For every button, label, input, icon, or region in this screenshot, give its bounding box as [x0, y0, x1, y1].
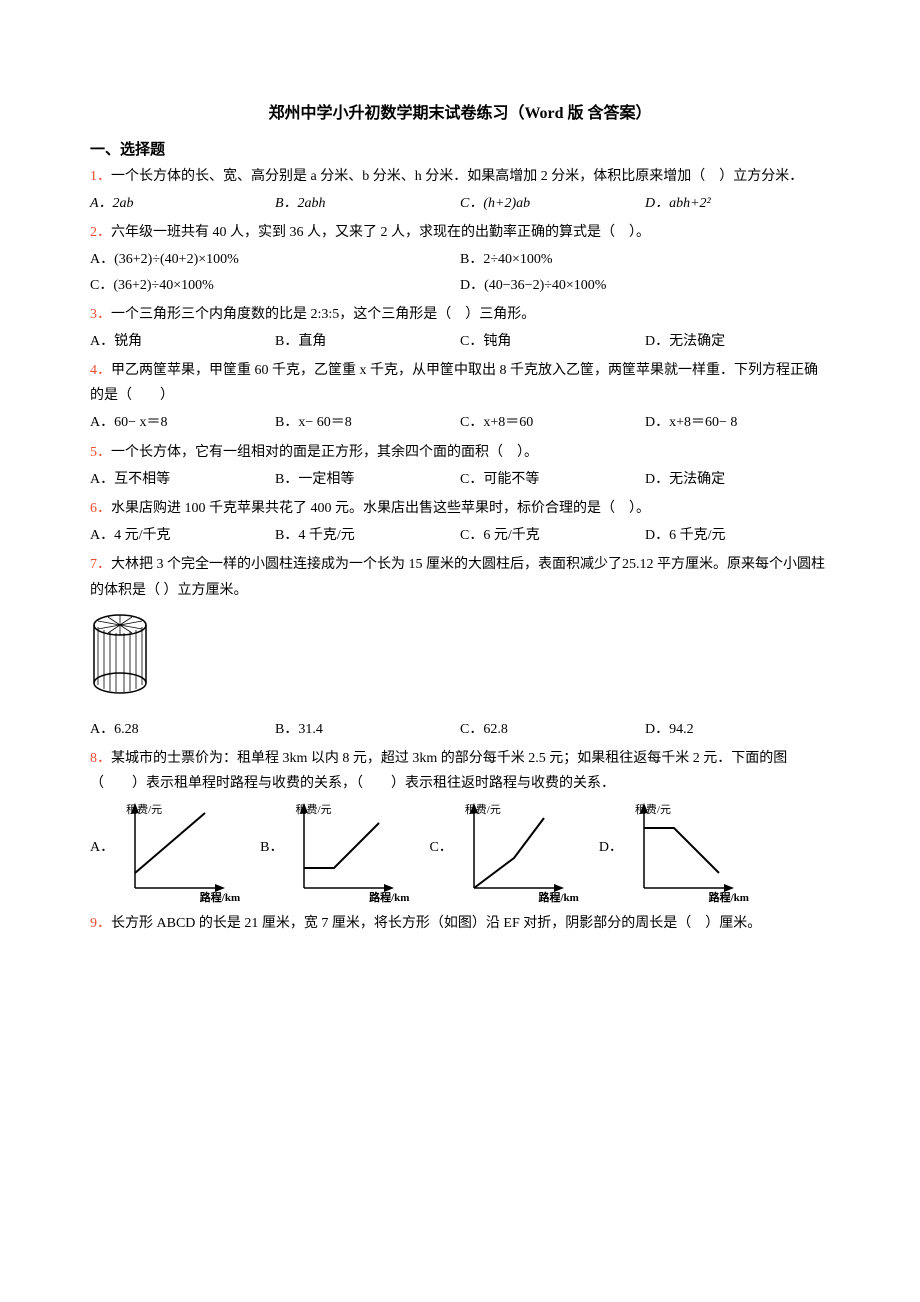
q8-graph-b: B． 租费/元 路程/km	[260, 803, 429, 893]
q6-text: 水果店购进 100 千克苹果共花了 400 元。水果店出售这些苹果时，标价合理的…	[111, 501, 650, 516]
q2-opt-d: D．(40−36−2)÷40×100%	[460, 273, 830, 298]
q6-opt-d: D．6 千克/元	[645, 523, 830, 548]
q4-opt-a: A．60− x＝8	[90, 410, 275, 435]
question-8: 8．某城市的士票价为：租单程 3km 以内 8 元，超过 3km 的部分每千米 …	[90, 746, 830, 892]
q4-options: A．60− x＝8 B．x− 60＝8 C．x+8＝60 D．x+8＝60− 8	[90, 410, 830, 435]
q2-opt-c: C．(36+2)÷40×100%	[90, 273, 460, 298]
q3-options: A．锐角 B．直角 C．钝角 D．无法确定	[90, 329, 830, 354]
axis-x-label: 路程/km	[709, 889, 749, 909]
q8-graph-d: D． 租费/元 路程/km	[599, 803, 769, 893]
q7-opt-b: B．31.4	[275, 717, 460, 742]
q3-opt-a: A．锐角	[90, 329, 275, 354]
q8-opt-a: A．	[90, 835, 114, 860]
q4-opt-d: D．x+8＝60− 8	[645, 410, 830, 435]
q3-opt-b: B．直角	[275, 329, 460, 354]
q2-num: 2．	[90, 225, 111, 240]
q1-opt-c: C．(h+2)ab	[460, 191, 645, 216]
axis-x-label: 路程/km	[200, 889, 240, 909]
question-7: 7．大林把 3 个完全一样的小圆柱连接成为一个长为 15 厘米的大圆柱后，表面积…	[90, 552, 830, 742]
axis-x-label: 路程/km	[369, 889, 409, 909]
question-9: 9．长方形 ABCD 的长是 21 厘米，宽 7 厘米，将长方形（如图）沿 EF…	[90, 911, 830, 936]
axis-y-label: 租费/元	[635, 801, 671, 821]
question-6: 6．水果店购进 100 千克苹果共花了 400 元。水果店出售这些苹果时，标价合…	[90, 496, 830, 548]
q8-opt-b: B．	[260, 835, 283, 860]
question-1: 1．一个长方体的长、宽、高分别是 a 分米、b 分米、h 分米．如果高增加 2 …	[90, 164, 830, 216]
q1-options: A．2ab B．2abh C．(h+2)ab D．abh+2²	[90, 191, 830, 216]
axis-y-label: 租费/元	[126, 801, 162, 821]
q7-text: 大林把 3 个完全一样的小圆柱连接成为一个长为 15 厘米的大圆柱后，表面积减少…	[90, 557, 825, 597]
axis-y-label: 租费/元	[295, 801, 331, 821]
q6-num: 6．	[90, 501, 111, 516]
q1-num: 1．	[90, 169, 111, 184]
q7-options: A．6.28 B．31.4 C．62.8 D．94.2	[90, 717, 830, 742]
q1-opt-b: B．2abh	[275, 191, 460, 216]
q2-opt-b: B．2÷40×100%	[460, 247, 830, 272]
q3-text: 一个三角形三个内角度数的比是 2:3:5，这个三角形是（ ）三角形。	[111, 307, 535, 322]
question-4: 4．甲乙两筐苹果，甲筐重 60 千克，乙筐重 x 千克，从甲筐中取出 8 千克放…	[90, 358, 830, 436]
q7-opt-a: A．6.28	[90, 717, 275, 742]
q7-opt-c: C．62.8	[460, 717, 645, 742]
q5-options: A．互不相等 B．一定相等 C．可能不等 D．无法确定	[90, 467, 830, 492]
q5-opt-d: D．无法确定	[645, 467, 830, 492]
q3-num: 3．	[90, 307, 111, 322]
q5-opt-b: B．一定相等	[275, 467, 460, 492]
question-5: 5．一个长方体，它有一组相对的面是正方形，其余四个面的面积（ ）。 A．互不相等…	[90, 440, 830, 492]
q8-opt-c: C．	[429, 835, 452, 860]
q2-options: A．(36+2)÷(40+2)×100% B．2÷40×100% C．(36+2…	[90, 247, 830, 297]
q9-text: 长方形 ABCD 的长是 21 厘米，宽 7 厘米，将长方形（如图）沿 EF 对…	[111, 916, 761, 931]
q1-opt-a: A．2ab	[90, 191, 275, 216]
q8-opt-d: D．	[599, 835, 623, 860]
q5-text: 一个长方体，它有一组相对的面是正方形，其余四个面的面积（ ）。	[111, 445, 538, 460]
q9-num: 9．	[90, 916, 111, 931]
q6-opt-c: C．6 元/千克	[460, 523, 645, 548]
question-2: 2．六年级一班共有 40 人，实到 36 人，又来了 2 人，求现在的出勤率正确…	[90, 220, 830, 298]
q5-num: 5．	[90, 445, 111, 460]
q6-opt-a: A．4 元/千克	[90, 523, 275, 548]
page-title: 郑州中学小升初数学期末试卷练习（Word 版 含答案）	[90, 100, 830, 129]
q2-opt-a: A．(36+2)÷(40+2)×100%	[90, 247, 460, 272]
q4-num: 4．	[90, 363, 111, 378]
q7-num: 7．	[90, 557, 111, 572]
axis-x-label: 路程/km	[538, 889, 578, 909]
section-header: 一、选择题	[90, 137, 830, 164]
q8-graphs: A． 租费/元 路程/km B． 租费/元	[90, 803, 830, 893]
question-3: 3．一个三角形三个内角度数的比是 2:3:5，这个三角形是（ ）三角形。 A．锐…	[90, 302, 830, 354]
q8-text: 某城市的士票价为：租单程 3km 以内 8 元，超过 3km 的部分每千米 2.…	[90, 751, 787, 791]
q5-opt-a: A．互不相等	[90, 467, 275, 492]
q1-opt-d: D．abh+2²	[645, 191, 830, 216]
q6-opt-b: B．4 千克/元	[275, 523, 460, 548]
q5-opt-c: C．可能不等	[460, 467, 645, 492]
q4-opt-b: B．x− 60＝8	[275, 410, 460, 435]
q4-text: 甲乙两筐苹果，甲筐重 60 千克，乙筐重 x 千克，从甲筐中取出 8 千克放入乙…	[90, 363, 818, 403]
q8-graph-c: C． 租费/元 路程/km	[429, 803, 598, 893]
cylinder-diagram	[90, 613, 830, 707]
q8-num: 8．	[90, 751, 111, 766]
q6-options: A．4 元/千克 B．4 千克/元 C．6 元/千克 D．6 千克/元	[90, 523, 830, 548]
q3-opt-c: C．钝角	[460, 329, 645, 354]
q1-text: 一个长方体的长、宽、高分别是 a 分米、b 分米、h 分米．如果高增加 2 分米…	[111, 169, 803, 184]
q2-text: 六年级一班共有 40 人，实到 36 人，又来了 2 人，求现在的出勤率正确的算…	[111, 225, 650, 240]
axis-y-label: 租费/元	[465, 801, 501, 821]
q8-graph-a: A． 租费/元 路程/km	[90, 803, 260, 893]
q4-opt-c: C．x+8＝60	[460, 410, 645, 435]
q7-opt-d: D．94.2	[645, 717, 830, 742]
q3-opt-d: D．无法确定	[645, 329, 830, 354]
